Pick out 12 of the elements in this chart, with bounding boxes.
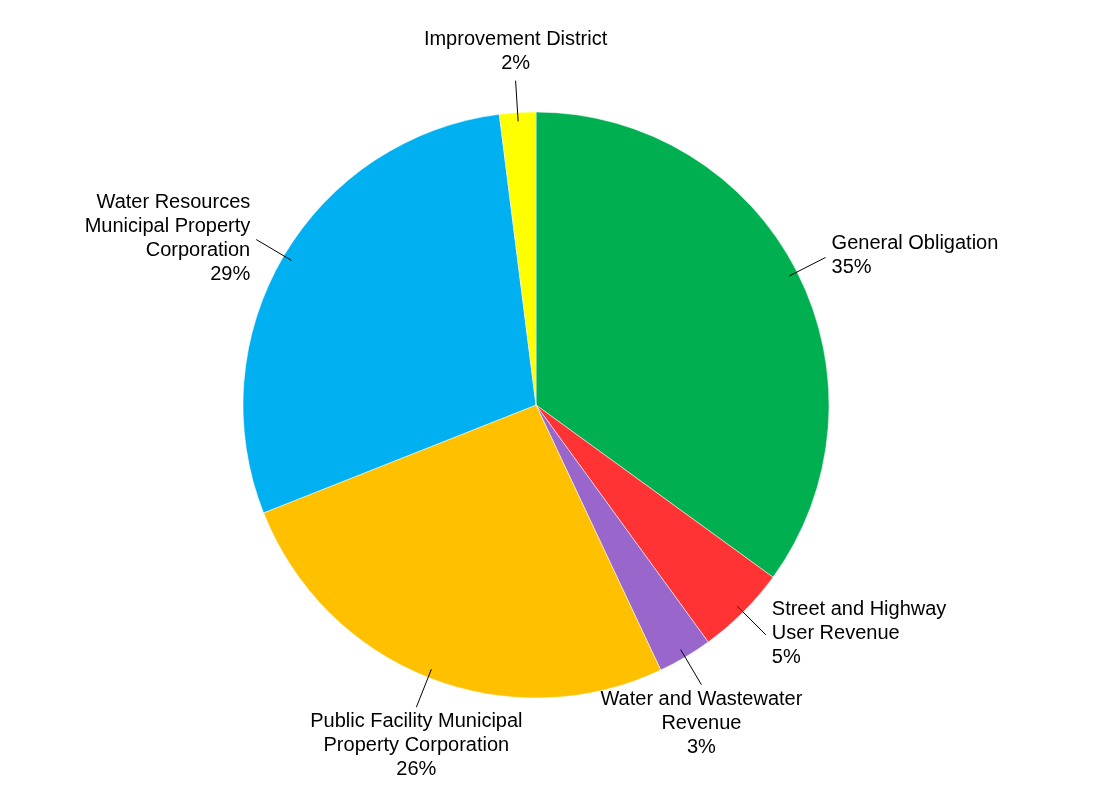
slice-label: Water and Wastewater Revenue [600, 686, 803, 733]
data-label: 5% [771, 644, 801, 667]
data-label: 35% [831, 255, 872, 278]
data-label: 26% [396, 757, 437, 780]
data-label: 29% [210, 261, 251, 284]
slice-label: Improvement District [423, 26, 608, 49]
data-label: 3% [686, 734, 717, 757]
slice-label: General Obligation [831, 231, 999, 254]
slice-label: Public Facility Municipal Property Corporation [310, 709, 523, 756]
slice-label: Street and Highway User Revenue [771, 596, 947, 643]
data-label: 2% [501, 50, 531, 73]
slice-label: Water Resources Municipal Property Corporation [84, 189, 251, 260]
